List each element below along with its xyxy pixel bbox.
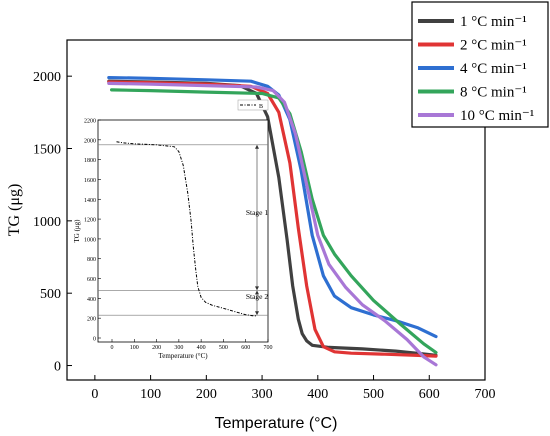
main-x-tick-label: 600 bbox=[419, 387, 440, 402]
legend-label-3: 4 °C min⁻¹ bbox=[460, 61, 527, 77]
main-x-ticks: 0 100 200 300 400 500 600 700 bbox=[91, 375, 496, 402]
inset-y-tick-label: 1600 bbox=[84, 178, 96, 184]
series-line-3 bbox=[107, 75, 438, 339]
legend-label-2: 2 °C min⁻¹ bbox=[460, 38, 527, 54]
inset-y-tick-label: 400 bbox=[87, 297, 96, 303]
inset-stage-arrows bbox=[255, 144, 259, 316]
inset-x-tick-label: 600 bbox=[241, 345, 250, 351]
inset-plot-frame bbox=[97, 119, 269, 343]
inset-plot: 0200400600800100012001400160018002000220… bbox=[73, 99, 273, 360]
inset-y-tick-label: 1800 bbox=[84, 158, 96, 164]
main-x-tick-label: 300 bbox=[252, 387, 273, 402]
inset-y-axis-label: TG (μg) bbox=[73, 219, 81, 243]
inset-x-tick-label: 700 bbox=[264, 345, 273, 351]
main-y-ticks: 0 500 1000 1500 2000 bbox=[33, 70, 72, 375]
inset-legend-box bbox=[237, 99, 269, 111]
stage-2-arrow-head-top bbox=[255, 290, 259, 295]
main-y-tick-label: 0 bbox=[54, 360, 61, 375]
inset-y-tick-label: 2200 bbox=[84, 119, 96, 125]
main-series-group bbox=[107, 75, 438, 367]
main-y-tick-label: 500 bbox=[40, 287, 61, 302]
legend-label-5: 10 °C min⁻¹ bbox=[460, 108, 534, 124]
inset-y-tick-label: 1400 bbox=[84, 198, 96, 204]
main-y-tick-label: 1000 bbox=[33, 215, 61, 230]
inset-x-tick-label: 400 bbox=[197, 345, 206, 351]
inset-stage-1-label: Stage 1 bbox=[246, 208, 269, 217]
inset-y-tick-label: 800 bbox=[87, 257, 96, 263]
inset-x-tick-label: 500 bbox=[219, 345, 228, 351]
legend-label-4: 8 °C min⁻¹ bbox=[460, 85, 527, 101]
inset-x-ticks: 0 100 200 300 400 500 600 700 bbox=[111, 339, 273, 351]
legend: 1 °C min⁻¹ 2 °C min⁻¹ 4 °C min⁻¹ 8 °C min⁻¹… bbox=[411, 1, 549, 128]
inset-legend: B bbox=[237, 99, 269, 111]
main-x-tick-label: 500 bbox=[363, 387, 384, 402]
legend-box bbox=[411, 1, 549, 128]
main-x-tick-label: 100 bbox=[140, 387, 161, 402]
main-y-tick-label: 2000 bbox=[33, 70, 61, 85]
main-x-axis-label: Temperature (°C) bbox=[215, 415, 338, 432]
inset-y-tick-label: 0 bbox=[93, 337, 96, 343]
inset-reference-lines bbox=[98, 144, 268, 316]
inset-y-ticks: 0 200 400 600 800 1000 1200 1400 1600 1800 2000 220… bbox=[84, 119, 101, 343]
main-x-tick-label: 0 bbox=[91, 387, 98, 402]
main-x-tick-label: 700 bbox=[475, 387, 496, 402]
inset-y-tick-label: 200 bbox=[87, 317, 96, 323]
stage-1-arrow-head-bottom bbox=[255, 286, 259, 291]
legend-items: 1 °C min⁻¹ 2 °C min⁻¹ 4 °C min⁻¹ 8 °C min⁻¹… bbox=[418, 14, 534, 124]
inset-x-axis-label: Temperature (°C) bbox=[158, 352, 208, 360]
inset-y-tick-label: 1200 bbox=[84, 218, 96, 224]
inset-legend-label: B bbox=[259, 104, 263, 110]
series-line-5 bbox=[107, 81, 438, 367]
inset-series-line bbox=[116, 141, 257, 317]
main-y-tick-label: 1500 bbox=[33, 143, 61, 158]
main-x-tick-label: 400 bbox=[307, 387, 328, 402]
inset-y-tick-label: 600 bbox=[87, 277, 96, 283]
main-x-tick-label: 200 bbox=[196, 387, 217, 402]
main-plot-frame bbox=[66, 39, 486, 381]
inset-x-tick-label: 0 bbox=[111, 345, 114, 351]
inset-series-group bbox=[116, 141, 257, 317]
stage-1-arrow-head-top bbox=[255, 144, 259, 149]
series-line-4 bbox=[109, 88, 438, 355]
inset-x-tick-label: 300 bbox=[174, 345, 183, 351]
inset-y-tick-label: 1000 bbox=[84, 237, 96, 243]
legend-label-1: 1 °C min⁻¹ bbox=[460, 14, 527, 30]
inset-y-tick-label: 2000 bbox=[84, 138, 96, 144]
inset-x-tick-label: 100 bbox=[130, 345, 139, 351]
main-y-axis-label: TG (μg) bbox=[6, 184, 23, 237]
inset-x-tick-label: 200 bbox=[152, 345, 161, 351]
inset-stage-2-label: Stage 2 bbox=[246, 292, 269, 301]
stage-2-arrow-head-bottom bbox=[255, 311, 259, 316]
